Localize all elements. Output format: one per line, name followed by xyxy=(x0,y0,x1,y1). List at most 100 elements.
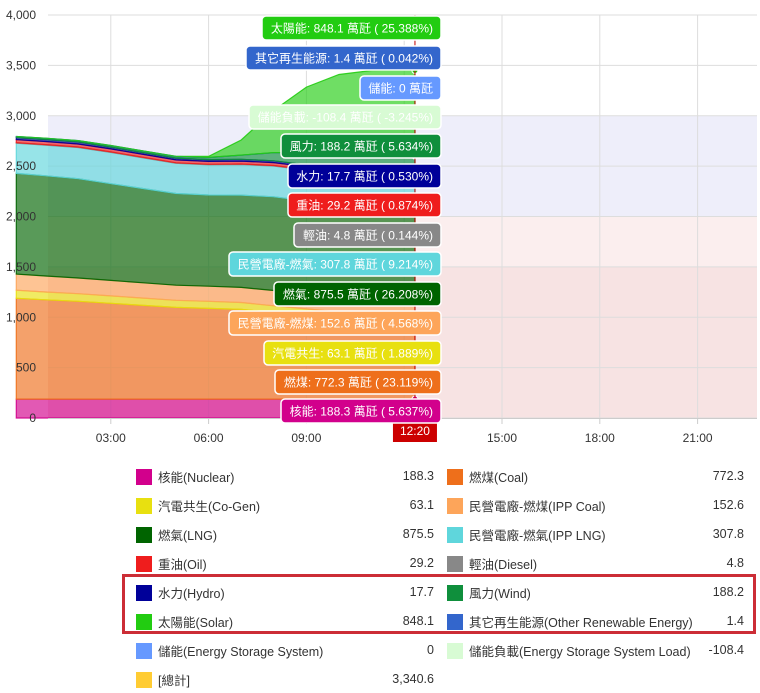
legend-value: 152.6 xyxy=(712,498,744,512)
legend-item[interactable]: 水力(Hydro) xyxy=(136,578,225,607)
legend-value: 4.8 xyxy=(726,556,744,570)
legend-label: 輕油(Diesel) xyxy=(469,558,538,572)
y-tick-label: 2,000 xyxy=(6,210,36,224)
x-tick-label: 21:00 xyxy=(683,431,713,445)
y-tick-label: 3,000 xyxy=(6,109,36,123)
legend-label: [總計] xyxy=(158,674,190,688)
tooltip-label: 風力: 188.2 萬瓩 ( 5.634%) xyxy=(290,140,433,154)
legend-value: 772.3 xyxy=(712,469,744,483)
legend-value: 29.2 xyxy=(409,556,434,570)
tooltip-label: 水力: 17.7 萬瓩 ( 0.530%) xyxy=(296,170,433,184)
legend-value: 1.4 xyxy=(726,614,744,628)
legend-swatch xyxy=(136,497,152,514)
tooltip-label: 輕油: 4.8 萬瓩 ( 0.144%) xyxy=(303,229,433,243)
legend-item[interactable]: 民營電廠-燃煤(IPP Coal) xyxy=(447,491,606,520)
legend-value: 307.8 xyxy=(712,527,744,541)
legend-value: 0 xyxy=(427,643,434,657)
legend-value: 3,340.6 xyxy=(392,672,434,686)
y-axis: 0 500 1,000 1,500 2,000 2,500 3,000 3,500 4,000 xyxy=(6,8,36,425)
legend-swatch xyxy=(447,584,463,601)
tooltip-label: 民營電廠-燃氣: 307.8 萬瓩 ( 9.214%) xyxy=(238,257,433,272)
tooltip-label: 儲能負載: -108.4 萬瓩 ( -3.245%) xyxy=(258,111,433,125)
tooltip-stack: 太陽能: 848.1 萬瓩 ( 25.388%) 其它再生能源: 1.4 萬瓩 (… xyxy=(228,15,442,424)
legend-label: 水力(Hydro) xyxy=(158,587,225,601)
legend-item[interactable]: 重油(Oil) xyxy=(136,549,207,578)
legend-label: 儲能(Energy Storage System) xyxy=(158,645,324,659)
legend-row: 核能(Nuclear) 188.3 燃煤(Coal) 772.3 xyxy=(136,462,748,491)
legend-item[interactable]: 太陽能(Solar) xyxy=(136,607,233,636)
legend-row: 儲能(Energy Storage System) 0 儲能負載(Energy St… xyxy=(136,636,748,665)
legend-item[interactable]: 風力(Wind) xyxy=(447,578,531,607)
tooltip-label: 太陽能: 848.1 萬瓩 ( 25.388%) xyxy=(271,21,433,36)
x-tick-label: 15:00 xyxy=(487,431,517,445)
legend-swatch xyxy=(136,555,152,572)
tooltip-box xyxy=(228,251,442,277)
tooltip-label: 汽電共生: 63.1 萬瓩 ( 1.889%) xyxy=(272,346,433,361)
legend-swatch xyxy=(447,642,463,659)
tooltip-label: 核能: 188.3 萬瓩 ( 5.637%) xyxy=(290,405,433,419)
legend-row: [總計] 3,340.6 xyxy=(136,665,748,693)
legend-swatch xyxy=(136,671,152,688)
legend-label: 重油(Oil) xyxy=(158,558,207,572)
y-tick-label: 2,500 xyxy=(6,159,36,173)
legend-label: 燃煤(Coal) xyxy=(469,471,529,485)
legend-item[interactable]: 其它再生能源(Other Renewable Energy) xyxy=(447,607,693,636)
tooltip-box xyxy=(359,75,442,101)
legend-swatch xyxy=(136,526,152,543)
legend-swatch xyxy=(447,555,463,572)
y-tick-label: 4,000 xyxy=(6,8,36,22)
legend-item[interactable]: 輕油(Diesel) xyxy=(447,549,537,578)
legend-value: 188.2 xyxy=(712,585,744,599)
y-tick-label: 0 xyxy=(29,411,36,425)
legend-value: -108.4 xyxy=(708,643,744,657)
legend-row: 重油(Oil) 29.2 輕油(Diesel) 4.8 xyxy=(136,549,748,578)
tooltip-box xyxy=(274,369,442,395)
legend-swatch xyxy=(136,584,152,601)
legend-label: 核能(Nuclear) xyxy=(158,471,235,485)
legend-row: 太陽能(Solar) 848.1 其它再生能源(Other Renewable En… xyxy=(136,607,748,636)
legend-row: 水力(Hydro) 17.7 風力(Wind) 188.2 xyxy=(136,578,748,607)
tooltip-label: 重油: 29.2 萬瓩 ( 0.874%) xyxy=(296,199,433,213)
legend-row: 燃氣(LNG) 875.5 民營電廠-燃氣(IPP LNG) 307.8 xyxy=(136,520,748,549)
tooltip-label: 其它再生能源: 1.4 萬瓩 ( 0.042%) xyxy=(255,51,433,66)
y-tick-label: 3,500 xyxy=(6,58,36,72)
legend-item[interactable]: 燃煤(Coal) xyxy=(447,462,528,491)
tooltip-label: 儲能: 0 萬瓩 xyxy=(368,82,433,96)
tooltip-box xyxy=(261,15,442,41)
legend-label: 民營電廠-燃煤(IPP Coal) xyxy=(469,500,606,514)
legend-item[interactable]: 核能(Nuclear) xyxy=(136,462,234,491)
current-time-badge xyxy=(392,420,437,442)
legend-item[interactable]: 汽電共生(Co-Gen) xyxy=(136,491,260,520)
legend-value: 848.1 xyxy=(402,614,434,628)
tooltip-box xyxy=(287,192,442,218)
tooltip-label: 燃氣: 875.5 萬瓩 ( 26.208%) xyxy=(283,287,433,302)
legend-item[interactable]: 儲能(Energy Storage System) xyxy=(136,636,323,665)
tooltip-label: 燃煤: 772.3 萬瓩 ( 23.119%) xyxy=(284,375,433,390)
tooltip-label: 民營電廠-燃煤: 152.6 萬瓩 ( 4.568%) xyxy=(238,316,433,331)
tooltip-box xyxy=(287,163,442,189)
highlight-box xyxy=(122,574,756,634)
legend-value: 17.7 xyxy=(409,585,434,599)
legend-value: 875.5 xyxy=(402,527,434,541)
power-generation-chart: 05001,0001,5002,0002,5003,0003,5004,000 … xyxy=(6,8,757,445)
legend-label: 儲能負載(Energy Storage System Load) xyxy=(469,645,691,659)
legend-swatch xyxy=(447,526,463,543)
legend-label: 風力(Wind) xyxy=(469,587,531,601)
legend-label: 燃氣(LNG) xyxy=(158,529,218,543)
legend-item[interactable]: 儲能負載(Energy Storage System Load) xyxy=(447,636,691,665)
tooltip-box xyxy=(293,222,442,248)
tooltip-box xyxy=(273,281,442,307)
x-tick-label: 03:00 xyxy=(96,431,126,445)
legend-item[interactable]: 燃氣(LNG) xyxy=(136,520,217,549)
tooltip-box xyxy=(263,340,442,366)
x-tick-label: 18:00 xyxy=(585,431,615,445)
legend-label: 其它再生能源(Other Renewable Energy) xyxy=(469,616,693,630)
y-tick-label: 1,000 xyxy=(6,310,36,324)
legend-item[interactable]: 民營電廠-燃氣(IPP LNG) xyxy=(447,520,606,549)
legend-row: 汽電共生(Co-Gen) 63.1 民營電廠-燃煤(IPP Coal) 152.6 xyxy=(136,491,748,520)
legend-item[interactable]: [總計] xyxy=(136,665,190,693)
legend-swatch xyxy=(136,468,152,485)
legend-label: 汽電共生(Co-Gen) xyxy=(158,500,261,514)
legend-swatch xyxy=(136,613,152,630)
y-tick-label: 500 xyxy=(16,361,36,375)
